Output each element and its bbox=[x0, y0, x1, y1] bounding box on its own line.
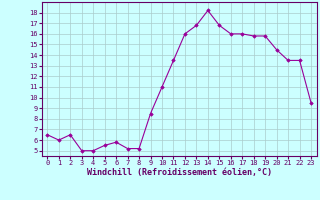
X-axis label: Windchill (Refroidissement éolien,°C): Windchill (Refroidissement éolien,°C) bbox=[87, 168, 272, 177]
